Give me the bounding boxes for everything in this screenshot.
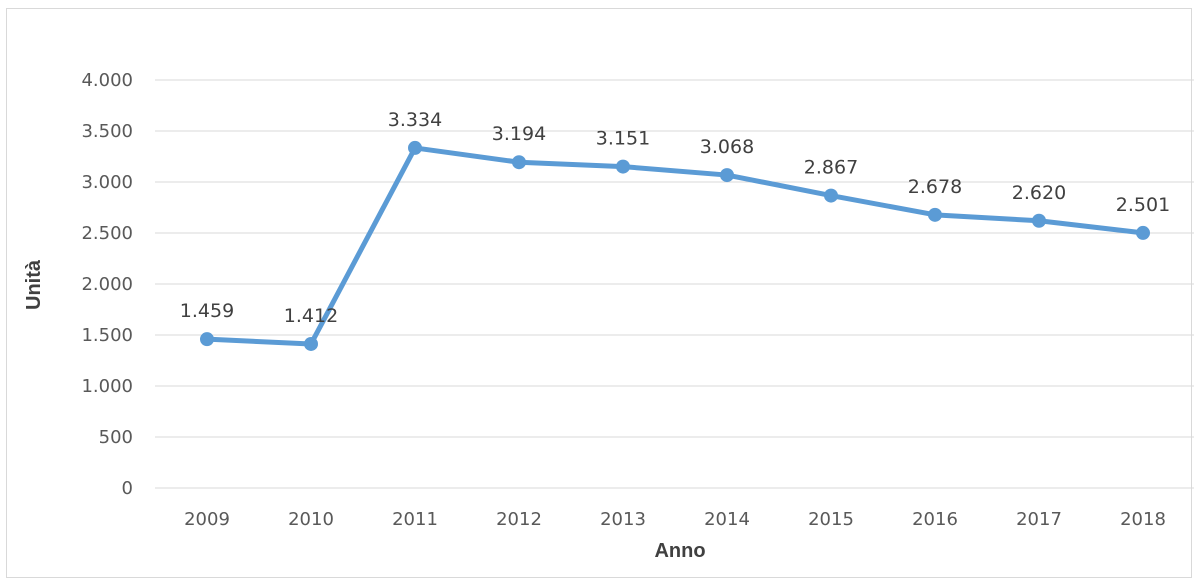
chart-frame (6, 8, 1192, 578)
y-axis-ticks: 0 500 1.000 1.500 2.000 2.500 3.000 3.500 4.000 (81, 70, 133, 499)
y-tick-label: 3.000 (81, 172, 133, 193)
x-tick-label: 2016 (912, 509, 958, 530)
x-tick-label: 2009 (184, 509, 230, 530)
data-label: 3.151 (596, 128, 650, 150)
y-tick-label: 1.500 (81, 325, 133, 346)
data-point (616, 159, 630, 174)
data-label: 2.620 (1012, 182, 1066, 204)
gridlines (155, 79, 1194, 489)
y-tick-label: 2.000 (81, 274, 133, 295)
data-point (1136, 225, 1150, 240)
x-tick-label: 2018 (1120, 509, 1166, 530)
y-tick-label: 3.500 (81, 121, 133, 142)
x-tick-label: 2015 (808, 509, 854, 530)
x-axis-ticks: 2009 2010 2011 2012 2013 2014 2015 2016 2017 2018 (184, 509, 1166, 530)
data-point (824, 188, 838, 203)
x-tick-label: 2011 (392, 509, 438, 530)
data-point (408, 140, 422, 155)
y-tick-label: 1.000 (81, 376, 133, 397)
data-label: 1.412 (284, 305, 338, 327)
y-tick-label: 2.500 (81, 223, 133, 244)
data-label: 2.501 (1116, 194, 1170, 216)
y-tick-label: 4.000 (81, 70, 133, 91)
data-point (1032, 213, 1046, 228)
data-label: 3.194 (492, 123, 546, 145)
data-point (928, 207, 942, 222)
x-tick-label: 2017 (1016, 509, 1062, 530)
data-label: 3.068 (700, 136, 754, 158)
data-label: 2.867 (804, 157, 858, 179)
x-tick-label: 2012 (496, 509, 542, 530)
data-point (200, 332, 214, 347)
series-line (204, 145, 1146, 347)
x-tick-label: 2014 (704, 509, 750, 530)
y-axis-title: Unità (23, 259, 45, 310)
x-tick-label: 2010 (288, 509, 334, 530)
y-tick-label: 500 (99, 427, 133, 448)
data-label: 3.334 (388, 109, 442, 131)
y-tick-label: 0 (122, 478, 133, 499)
data-point (512, 155, 526, 170)
data-label: 2.678 (908, 176, 962, 198)
x-tick-label: 2013 (600, 509, 646, 530)
data-labels: 1.459 1.412 3.334 3.194 3.151 3.068 2.867 2.678… (180, 109, 1170, 327)
x-axis-title: Anno (654, 540, 705, 562)
data-point (304, 336, 318, 351)
data-point (720, 168, 734, 183)
data-label: 1.459 (180, 300, 234, 322)
series-line-group (200, 140, 1150, 351)
